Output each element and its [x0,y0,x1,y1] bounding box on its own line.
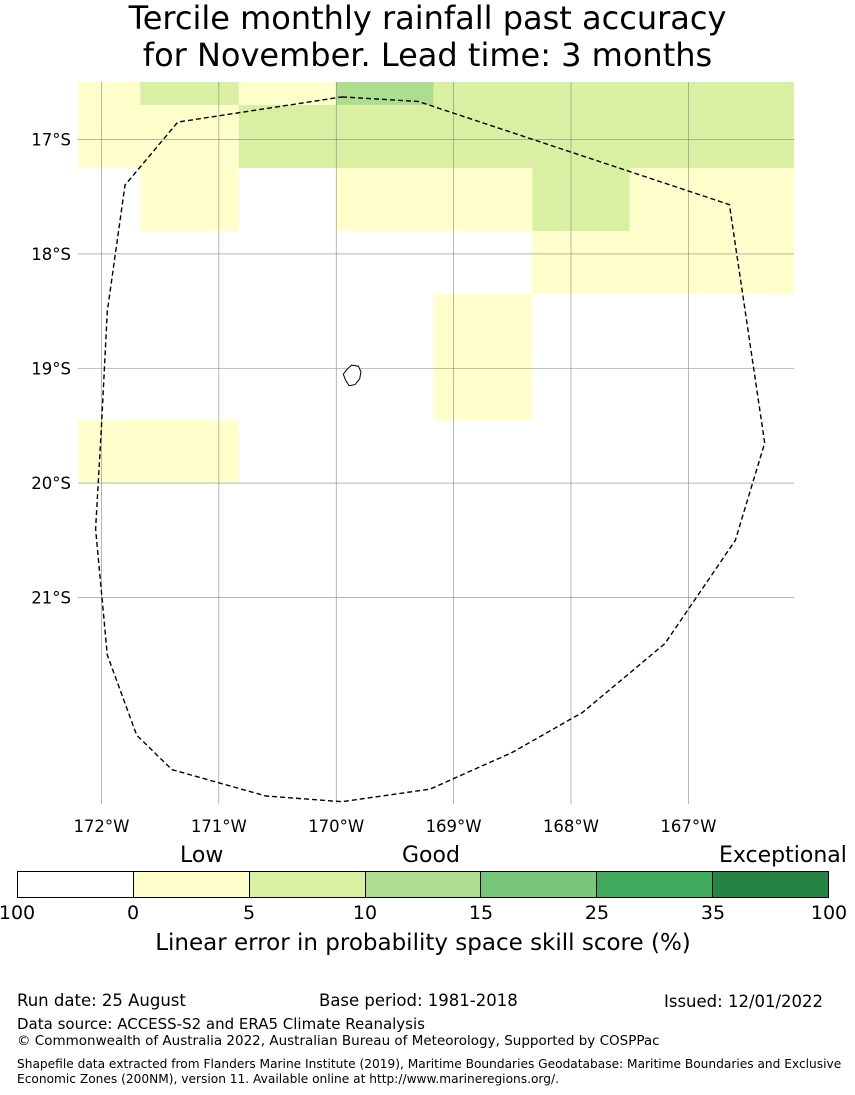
colorbar-tick-label: 15 [468,902,494,924]
colorbar-title: Linear error in probability space skill … [155,930,691,956]
colorbar-segment [597,872,714,897]
colorbar-tick-label: 35 [700,902,726,924]
map-title-line2: for November. Lead time: 3 months [142,36,713,74]
skill-grid-cell [78,420,239,484]
skill-grid-cell [140,167,239,231]
eez-boundary [94,96,766,803]
issued-date: Issued: 12/01/2022 [664,992,824,1011]
colorbar-tick-label: 10 [352,902,378,924]
shapefile-credit: Shapefile data extracted from Flanders M… [17,1057,847,1087]
longitude-tick-label: 167°W [660,817,716,836]
base-period: Base period: 1981-2018 [319,991,518,1010]
skill-grid-cell [140,82,239,105]
skill-grid-cell [336,104,434,168]
colorbar-segment [18,872,134,897]
longitude-tick-label: 172°W [73,817,129,836]
shapefile-credit-line2: Economic Zones (200NM), version 11. Avai… [17,1072,559,1086]
colorbar-tick-label: 0 [126,902,140,924]
longitude-tick-label: 169°W [426,817,482,836]
colorbar-tick-label: 25 [584,902,610,924]
colorbar-segment [481,872,598,897]
latitude-tick-label: 20°S [31,474,71,493]
skill-grid-cell [532,230,794,295]
colorbar [17,871,829,898]
shapefile-credit-line1: Shapefile data extracted from Flanders M… [17,1057,842,1071]
colorbar-segment [249,872,366,897]
skill-grid-cell [336,82,434,105]
longitude-tick-label: 168°W [543,817,599,836]
longitude-tick-label: 170°W [308,817,364,836]
colorbar-segment [365,872,482,897]
colorbar-tick-label: 5 [242,902,256,924]
longitude-tick-label: 171°W [191,817,247,836]
colorbar-label-exceptional: Exceptional [719,843,847,868]
colorbar-tick-label: 100 [0,902,36,924]
skill-grid-cell [532,167,630,231]
run-date: Run date: 25 August [17,991,186,1010]
copyright-notice: © Commonwealth of Australia 2022, Austra… [17,1033,660,1049]
latitude-tick-label: 21°S [31,589,71,608]
niue-island-outline [342,364,362,387]
skill-map: 172°W 171°W 170°W 169°W 168°W 167°W 17°S 18°S 19… [31,82,794,836]
colorbar-segment [133,872,250,897]
colorbar-tick-label: 100 [810,902,848,924]
skill-grid-cell [433,82,794,168]
latitude-tick-label: 19°S [31,360,71,379]
skill-grid-cell [433,294,533,421]
skill-grid-cell [238,104,337,168]
latitude-tick-label: 17°S [31,130,71,149]
skill-grid-cell [336,167,533,231]
colorbar-segment [713,872,829,897]
colorbar-label-good: Good [402,843,460,868]
data-source: Data source: ACCESS-S2 and ERA5 Climate … [17,1015,425,1033]
colorbar-label-low: Low [180,843,224,868]
latitude-tick-label: 18°S [31,245,71,264]
skill-grid-cell [78,82,141,168]
map-title-line1: Tercile monthly rainfall past accuracy [128,0,727,37]
skill-grid-cell [238,82,337,105]
map-title: Tercile monthly rainfall past accuracy f… [0,0,855,74]
